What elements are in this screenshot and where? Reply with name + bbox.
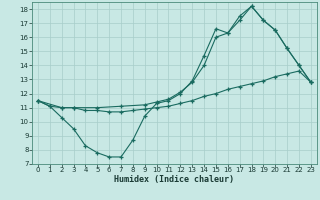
X-axis label: Humidex (Indice chaleur): Humidex (Indice chaleur) bbox=[115, 175, 234, 184]
